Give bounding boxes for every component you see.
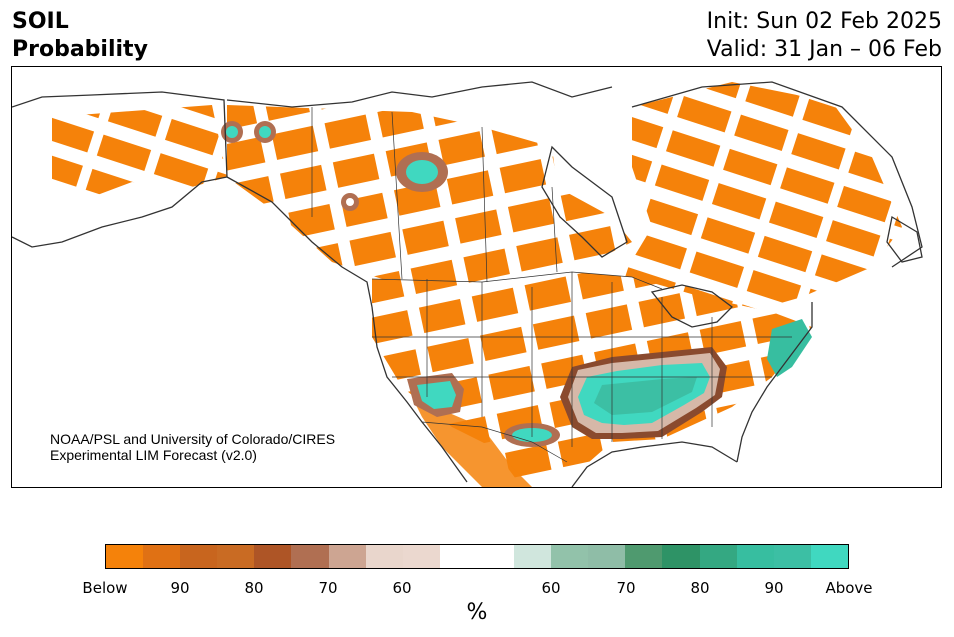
colorbar-segment (143, 545, 181, 568)
canada-teal-core (406, 160, 438, 184)
colorbar-segment (625, 545, 663, 568)
great-lakes (650, 284, 733, 328)
map-svg: NOAA/PSL and University of Colorado/CIRE… (12, 81, 923, 487)
mid-atlantic-teal (767, 319, 812, 377)
colorbar-tick-label: 90 (170, 579, 190, 597)
us-atlantic-coast (736, 302, 813, 463)
arctic-coast (226, 81, 613, 108)
colorbar-segment (514, 545, 552, 568)
us-states (372, 272, 792, 447)
map-panel: NOAA/PSL and University of Colorado/CIRE… (11, 66, 942, 488)
colorbar-segment (106, 545, 144, 568)
colorbar-segment (699, 545, 737, 568)
southeast-teal-inner (594, 377, 697, 415)
init-date: Init: Sun 02 Feb 2025 (706, 9, 942, 34)
colorbar-segment (254, 545, 292, 568)
colorbar-segment (402, 545, 440, 568)
credit-line-2: Experimental LIM Forecast (v2.0) (50, 447, 257, 463)
us-pacific-coast (371, 306, 468, 483)
above-normal-region (221, 121, 812, 447)
colorbar-segment (810, 545, 848, 568)
title-line-2: Probability (12, 37, 148, 62)
colorbar-segment (551, 545, 589, 568)
colorbar-segment (180, 545, 218, 568)
colorbar-tick-label: 70 (318, 579, 338, 597)
alaska-teal-dot-1-core (226, 126, 238, 138)
gulf-coast (571, 441, 738, 487)
canada-pacific-coast (226, 176, 373, 308)
political-borders (223, 99, 792, 463)
alaska-coast (12, 91, 228, 248)
mexico-field (412, 397, 532, 487)
labrador-coast (631, 81, 923, 268)
alaska-canada-border (223, 99, 228, 178)
colorbar-segment (773, 545, 811, 568)
credit-line-1: NOAA/PSL and University of Colorado/CIRE… (50, 431, 335, 447)
colorbar-tick-label: 80 (690, 579, 710, 597)
colorbar-tick-label: Below (82, 579, 128, 597)
colorbar-tick-label: 70 (616, 579, 636, 597)
colorbar-tick-label: 80 (244, 579, 264, 597)
colorbar-tick-label: 90 (764, 579, 784, 597)
colorbar-segment (291, 545, 329, 568)
colorbar-segment (328, 545, 366, 568)
colorbar-tick-label: 60 (541, 579, 561, 597)
canada-field (227, 105, 632, 282)
hudson-bay (541, 145, 628, 258)
colorbar-segment (736, 545, 774, 568)
colorbar-segment (476, 545, 515, 568)
valid-range: Valid: 31 Jan – 06 Feb (706, 37, 942, 62)
us-mexico-border (421, 421, 568, 463)
colorbar-segment (365, 545, 403, 568)
forecast-dates: Init: Sun 02 Feb 2025 Valid: 31 Jan – 06… (707, 8, 942, 64)
colorbar-segment (588, 545, 626, 568)
coastlines (12, 81, 923, 487)
title-line-1: SOIL (12, 9, 69, 34)
newfoundland (886, 215, 923, 263)
colorbar-segment (217, 545, 255, 568)
alaska-teal-dot-2-core (259, 126, 271, 138)
colorbar (105, 544, 849, 569)
alaska-field (52, 105, 227, 197)
colorbar-tick-label: Above (825, 579, 873, 597)
eastern-canada-field (622, 82, 902, 317)
colorbar-segment (662, 545, 700, 568)
map-title: SOIL Probability (12, 8, 148, 64)
colorbar-segment (439, 545, 477, 568)
colorbar-unit: % (466, 600, 488, 625)
yukon-dot-core (346, 198, 354, 206)
canada-provinces (311, 107, 558, 283)
colorbar-tick-label: 60 (392, 579, 412, 597)
